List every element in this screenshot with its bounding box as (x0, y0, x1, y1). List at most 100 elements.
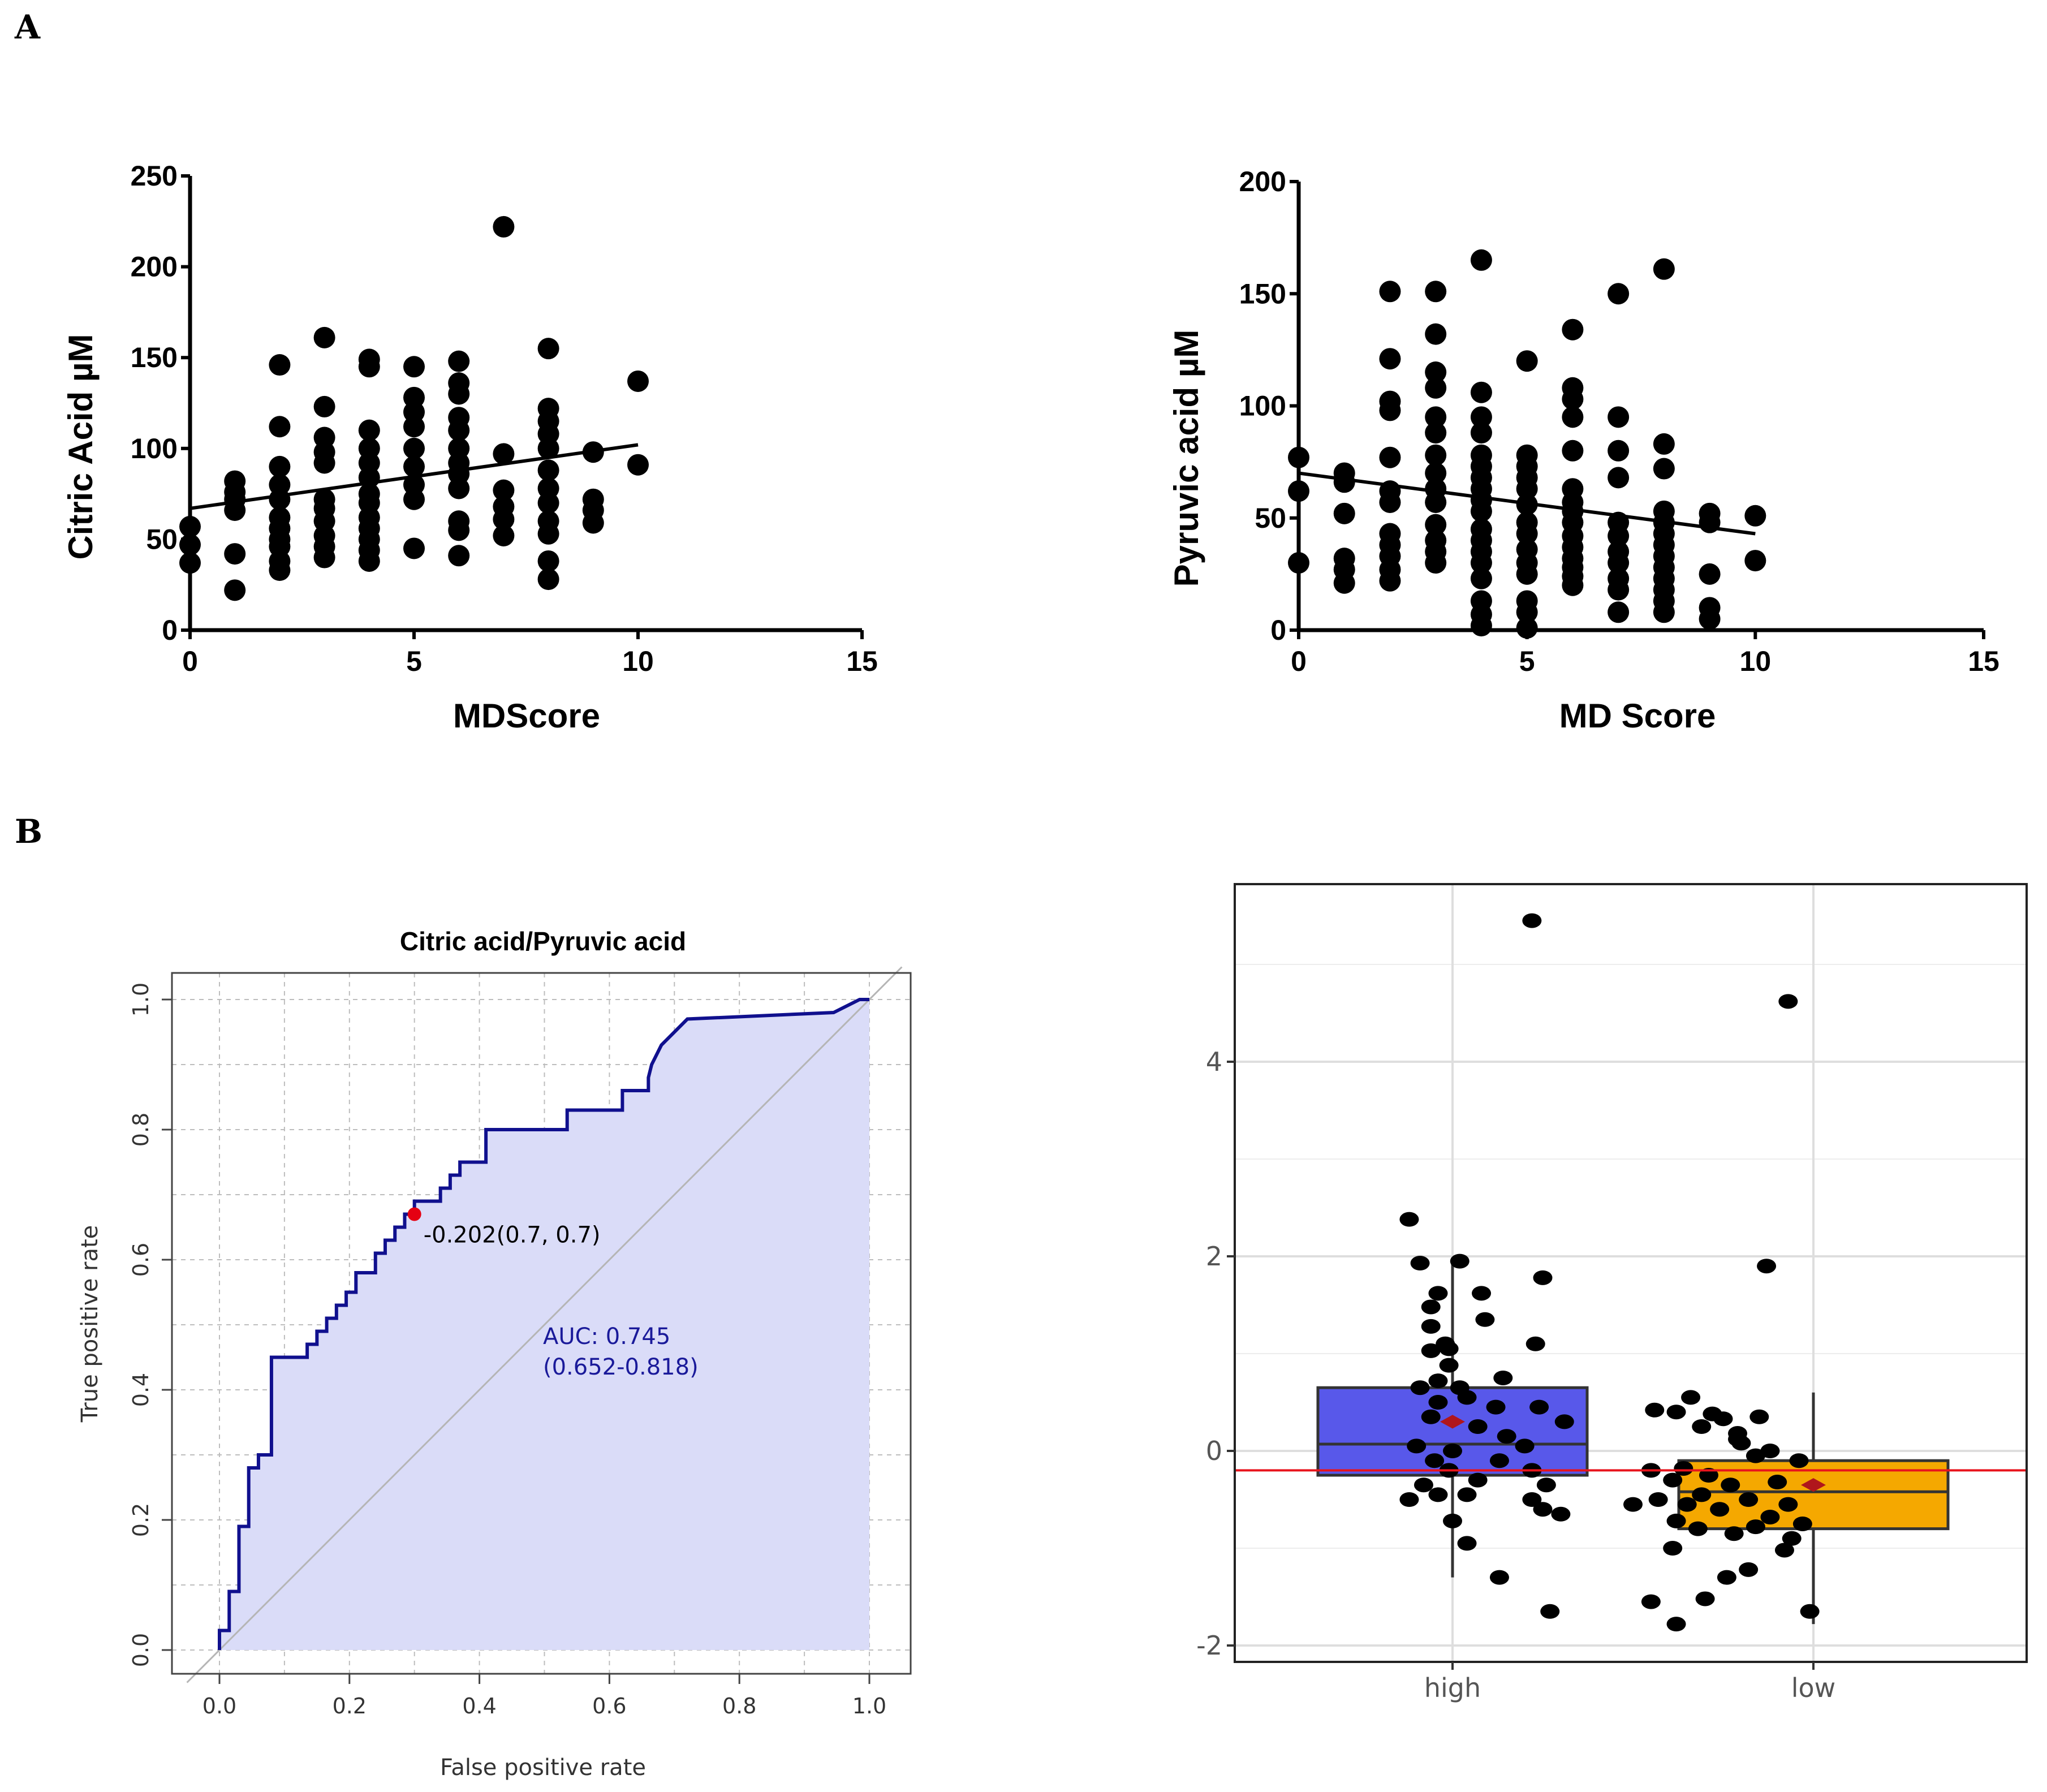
pyruvic-data-point (1608, 467, 1630, 489)
pyruvic-y-tick-label: 150 (1239, 278, 1286, 309)
pyruvic-data-point (1333, 502, 1355, 524)
pyruvic-data-point (1379, 281, 1401, 303)
pyruvic-data-point (1425, 323, 1447, 345)
roc-x-tick-label: 0.6 (592, 1694, 626, 1718)
citric-data-point (313, 452, 335, 474)
box-data-point (1425, 1453, 1445, 1468)
pyruvic-data-point (1516, 350, 1538, 372)
box-data-point (1739, 1562, 1759, 1577)
roc-diagonal (186, 966, 903, 1683)
pyruvic-data-point (1470, 567, 1492, 589)
box-data-point (1681, 1390, 1701, 1405)
box-data-point (1443, 1444, 1462, 1458)
box-data-point (1522, 913, 1542, 928)
citric-data-point (627, 370, 649, 392)
citric-x-axis-title: MDScore (453, 697, 600, 735)
box-data-point (1472, 1286, 1492, 1301)
citric-data-point (493, 443, 515, 465)
box-data-point (1746, 1448, 1765, 1463)
pyruvic-data-point (1744, 550, 1766, 572)
pyruvic-x-tick-label: 15 (1968, 645, 1999, 677)
panel-letter-a: A (14, 8, 41, 46)
citric-data-point (358, 550, 380, 572)
pyruvic-data-point (1425, 462, 1447, 484)
box-y-tick-label: -2 (1196, 1630, 1222, 1661)
pyruvic-data-point (1516, 617, 1538, 639)
box-data-point (1457, 1536, 1477, 1551)
citric-data-point (269, 559, 291, 581)
citric-data-point (537, 568, 559, 591)
box-data-point (1529, 1399, 1549, 1415)
roc-curve (218, 998, 869, 1650)
box-plot-chart: -2 0 2 4 high low (1196, 883, 2028, 1703)
box-data-point (1399, 1212, 1419, 1227)
pyruvic-data-point (1470, 381, 1492, 403)
pyruvic-data-point (1470, 615, 1492, 637)
pyruvic-y-tick-label: 0 (1270, 614, 1286, 646)
box-grid-layer (1235, 884, 2027, 1662)
citric-y-tick-label: 200 (131, 251, 178, 283)
box-y-tick-label: 2 (1206, 1241, 1222, 1272)
box-x-tick-label: low (1791, 1673, 1836, 1703)
box-data-point (1677, 1497, 1697, 1512)
pyruvic-data-point (1699, 563, 1721, 585)
pyruvic-data-point (1379, 491, 1401, 513)
pyruvic-points-layer (1288, 249, 1766, 639)
citric-x-tick-label: 10 (622, 645, 654, 677)
citric-y-axis-title: Citric Acid µM (62, 334, 100, 559)
box-data-point (1760, 1509, 1780, 1524)
roc-auc-label: AUC: 0.745 (543, 1324, 670, 1350)
citric-x-tick-label: 5 (406, 645, 422, 677)
box-data-point (1489, 1453, 1509, 1468)
box-data-point (1760, 1444, 1780, 1458)
citric-data-point (358, 419, 380, 441)
box-data-point (1663, 1541, 1683, 1556)
box-data-point (1421, 1409, 1441, 1424)
pyruvic-data-point (1425, 422, 1447, 444)
box-data-point (1525, 1336, 1545, 1351)
citric-data-point (313, 326, 335, 348)
pyruvic-x-tick-label: 5 (1519, 645, 1535, 677)
pyruvic-data-point (1516, 563, 1538, 585)
pyruvic-data-point (1470, 500, 1492, 522)
box-data-point (1768, 1475, 1787, 1490)
box-data-point (1713, 1411, 1733, 1427)
citric-data-point (224, 579, 246, 601)
pyruvic-data-point (1333, 572, 1355, 594)
roc-x-tick-label: 0.4 (462, 1694, 496, 1718)
box-data-point (1497, 1429, 1516, 1444)
pyruvic-data-point (1379, 399, 1401, 421)
pyruvic-data-point (1562, 574, 1584, 596)
citric-data-point (403, 356, 425, 378)
pyruvic-data-point (1653, 601, 1675, 623)
pyruvic-data-point (1470, 249, 1492, 271)
roc-y-tick-label: 0.8 (128, 1113, 153, 1147)
box-data-point (1695, 1591, 1715, 1606)
citric-data-point (493, 216, 515, 238)
pyruvic-data-point (1425, 514, 1447, 536)
box-data-point (1439, 1358, 1459, 1373)
pyruvic-data-point (1470, 406, 1492, 428)
box-data-point (1731, 1436, 1751, 1451)
box-data-point (1721, 1477, 1740, 1493)
pyruvic-y-tick-label: 50 (1255, 502, 1286, 534)
box-data-point (1717, 1570, 1736, 1585)
pyruvic-data-point (1425, 406, 1447, 428)
citric-data-point (358, 356, 380, 378)
citric-y-tick-label: 250 (131, 160, 178, 192)
box-data-point (1428, 1487, 1448, 1502)
citric-x-tick-label: 15 (846, 645, 878, 677)
box-data-point (1692, 1419, 1712, 1434)
roc-y-tick-label: 0.0 (128, 1633, 153, 1667)
roc-y-axis-title: True positive rate (77, 1225, 103, 1423)
citric-data-point (448, 419, 470, 441)
pyruvic-y-tick-label: 200 (1239, 166, 1286, 197)
pyruvic-data-point (1379, 446, 1401, 468)
box-data-point (1407, 1438, 1427, 1454)
citric-data-point (537, 523, 559, 545)
box-data-point (1666, 1405, 1686, 1420)
citric-data-point (224, 543, 246, 565)
pyruvic-x-tick-label: 10 (1740, 645, 1772, 677)
box-data-point (1757, 1259, 1777, 1274)
box-data-point (1623, 1497, 1643, 1512)
